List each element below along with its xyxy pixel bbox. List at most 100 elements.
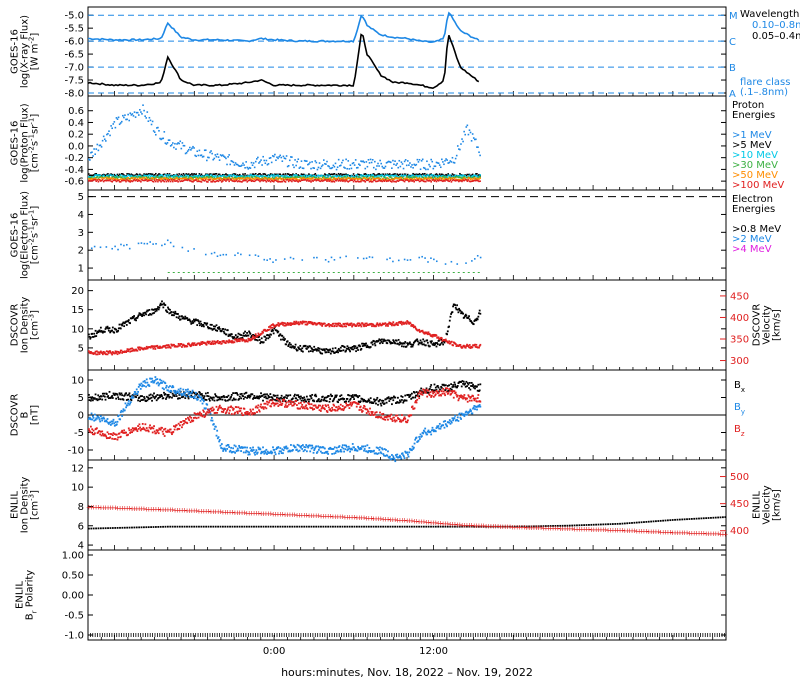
data-point xyxy=(234,451,237,454)
data-point xyxy=(132,174,135,177)
data-point xyxy=(400,177,403,179)
data-point xyxy=(273,325,276,328)
data-point xyxy=(377,180,379,182)
data-point xyxy=(433,333,436,336)
data-point xyxy=(233,180,236,183)
data-point xyxy=(329,177,331,179)
data-point xyxy=(227,341,230,344)
data-point xyxy=(258,339,261,341)
legend-entry: 0.10–0.8nm xyxy=(752,20,800,31)
data-point xyxy=(315,395,318,398)
data-point xyxy=(278,180,280,183)
data-point xyxy=(478,180,480,183)
data-point xyxy=(122,321,125,324)
data-point xyxy=(116,393,119,396)
data-point xyxy=(292,173,294,175)
axis-label-line: DSCOVR xyxy=(10,304,21,347)
data-point xyxy=(444,180,446,182)
data-point xyxy=(146,381,149,384)
data-point xyxy=(212,173,215,175)
data-point xyxy=(208,398,211,400)
data-point xyxy=(149,397,151,400)
data-point xyxy=(446,385,449,387)
data-point xyxy=(264,451,267,454)
data-point xyxy=(311,176,313,178)
data-point xyxy=(379,402,382,405)
data-point xyxy=(454,383,456,386)
data-point xyxy=(479,154,481,157)
axis-label-line: DSCOVR xyxy=(10,394,21,437)
data-point xyxy=(439,166,442,169)
data-point xyxy=(211,398,214,401)
data-point xyxy=(465,262,467,264)
data-point xyxy=(113,394,116,396)
data-point xyxy=(238,175,241,178)
data-point xyxy=(191,391,193,394)
data-point xyxy=(357,257,359,259)
data-point xyxy=(242,334,244,337)
data-point xyxy=(421,178,424,181)
data-point xyxy=(411,325,414,328)
data-point xyxy=(152,243,154,245)
data-point xyxy=(421,255,423,258)
data-point xyxy=(464,385,467,388)
data-point xyxy=(239,393,242,396)
axis-label-line: B xyxy=(20,411,31,418)
data-point xyxy=(295,173,297,175)
data-point xyxy=(95,335,98,337)
data-point xyxy=(380,175,383,178)
data-point xyxy=(411,180,413,182)
data-point xyxy=(218,328,221,330)
data-point xyxy=(324,175,326,178)
data-point xyxy=(412,343,415,346)
data-point xyxy=(123,394,126,397)
data-point xyxy=(467,133,470,136)
data-point xyxy=(402,321,405,324)
data-point xyxy=(299,176,302,178)
data-point xyxy=(327,260,330,263)
data-point xyxy=(228,450,231,453)
data-point xyxy=(217,398,220,401)
data-point xyxy=(175,312,177,315)
data-point xyxy=(324,399,327,402)
data-point xyxy=(412,174,414,177)
data-point xyxy=(304,175,307,177)
data-point xyxy=(220,155,223,157)
data-point xyxy=(244,179,246,182)
data-point xyxy=(386,342,389,345)
data-point xyxy=(162,179,165,182)
data-point xyxy=(331,395,334,397)
data-point xyxy=(404,394,407,397)
data-point xyxy=(126,179,128,181)
data-point xyxy=(430,257,432,259)
data-point xyxy=(340,324,343,327)
data-point xyxy=(196,180,199,183)
data-point xyxy=(414,396,417,399)
data-point xyxy=(312,175,314,177)
data-point xyxy=(309,175,311,177)
data-point xyxy=(260,392,262,395)
data-point xyxy=(184,391,187,394)
data-point xyxy=(148,174,151,176)
data-point xyxy=(363,175,366,178)
data-point xyxy=(124,179,126,182)
data-point xyxy=(324,177,326,179)
data-point xyxy=(149,179,152,182)
data-point xyxy=(214,180,217,183)
data-point xyxy=(192,344,195,347)
data-point xyxy=(135,111,138,114)
data-point xyxy=(238,340,241,343)
data-point xyxy=(312,399,315,402)
data-point xyxy=(287,164,290,167)
data-point xyxy=(358,344,361,347)
data-point xyxy=(465,314,468,317)
data-point xyxy=(209,323,212,326)
data-point xyxy=(341,446,344,449)
data-point xyxy=(331,166,334,169)
data-point xyxy=(310,174,312,176)
data-point xyxy=(98,418,101,421)
data-point xyxy=(238,178,241,181)
data-point xyxy=(465,126,468,128)
data-point xyxy=(331,179,334,181)
data-point xyxy=(244,396,246,399)
